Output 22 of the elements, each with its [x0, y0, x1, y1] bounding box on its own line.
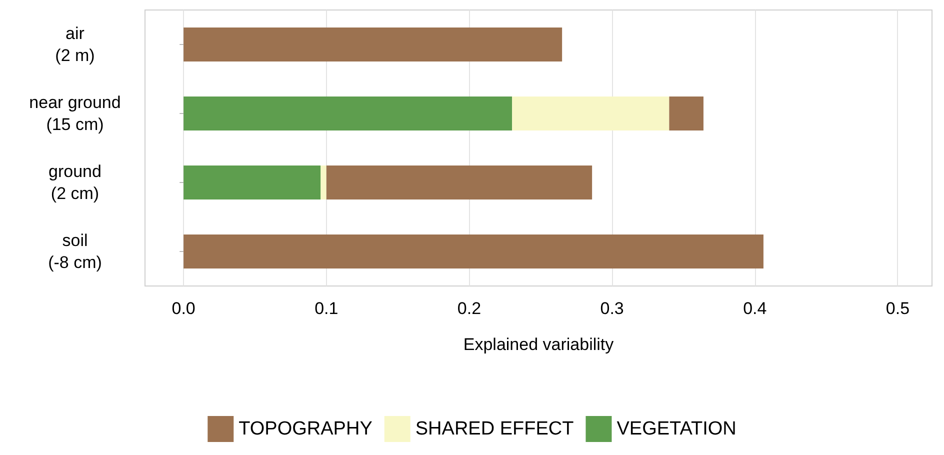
y-tick-label: soil (-8 cm) — [48, 231, 102, 272]
bar — [184, 166, 321, 200]
x-axis-title: Explained variability — [463, 335, 614, 354]
x-tick-label: 0.3 — [600, 299, 624, 318]
legend-label: SHARED EFFECT — [415, 418, 574, 440]
bar — [184, 234, 764, 268]
y-tick-label: near ground (15 cm) — [29, 93, 121, 134]
legend-label: VEGETATION — [616, 418, 736, 440]
x-tick-label: 0.1 — [314, 299, 338, 318]
y-tick-label: ground (2 cm) — [48, 162, 102, 203]
bar — [184, 28, 562, 62]
x-tick-label: 0.5 — [886, 299, 910, 318]
bar — [669, 96, 704, 130]
x-tick-label: 0.2 — [457, 299, 482, 318]
x-tick-label: 0.4 — [743, 299, 767, 318]
bar — [326, 166, 592, 200]
bar — [320, 166, 326, 200]
legend-label: TOPOGRAPHY — [238, 418, 373, 440]
bar — [512, 96, 670, 130]
x-tick-label: 0.0 — [172, 299, 196, 318]
bar — [184, 96, 512, 130]
y-tick-label: air (2 m) — [55, 24, 95, 65]
